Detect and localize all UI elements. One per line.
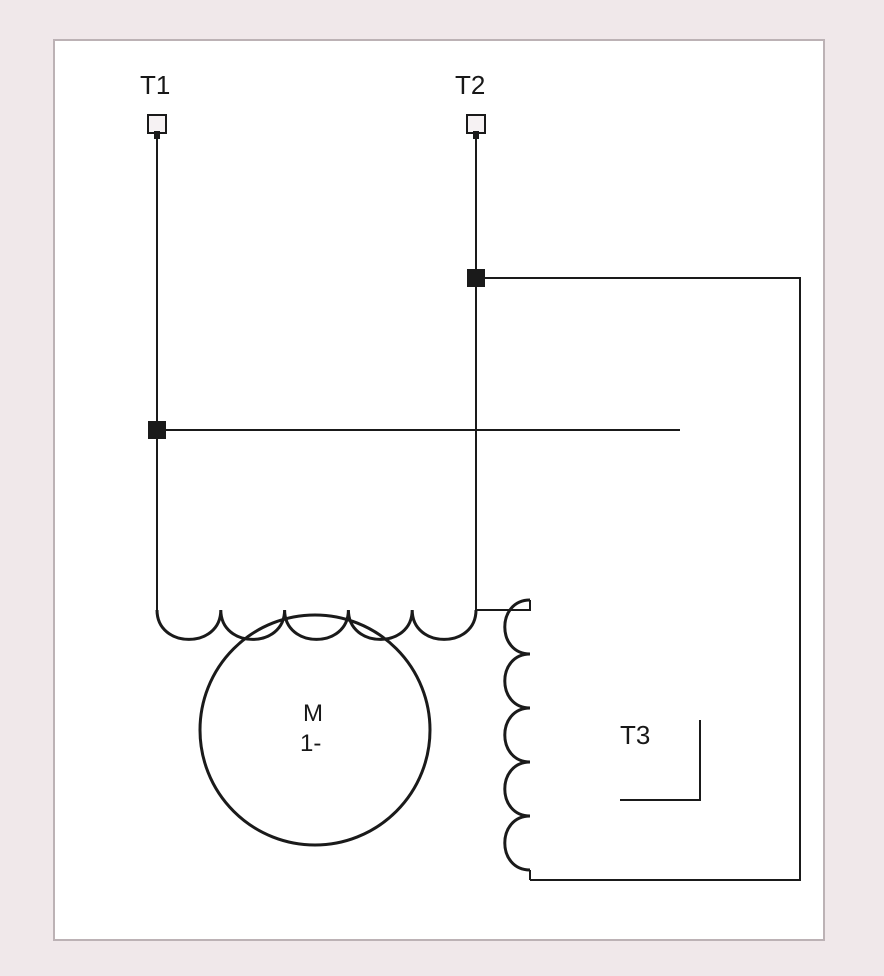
- node-n1: [148, 421, 166, 439]
- terminal-T1-pin: [154, 131, 160, 139]
- node-n2: [467, 269, 485, 287]
- terminal-T2: [467, 115, 485, 133]
- schematic-svg: [0, 0, 884, 976]
- terminal-T1: [148, 115, 166, 133]
- panel: [54, 40, 824, 940]
- terminal-T2-pin: [473, 131, 479, 139]
